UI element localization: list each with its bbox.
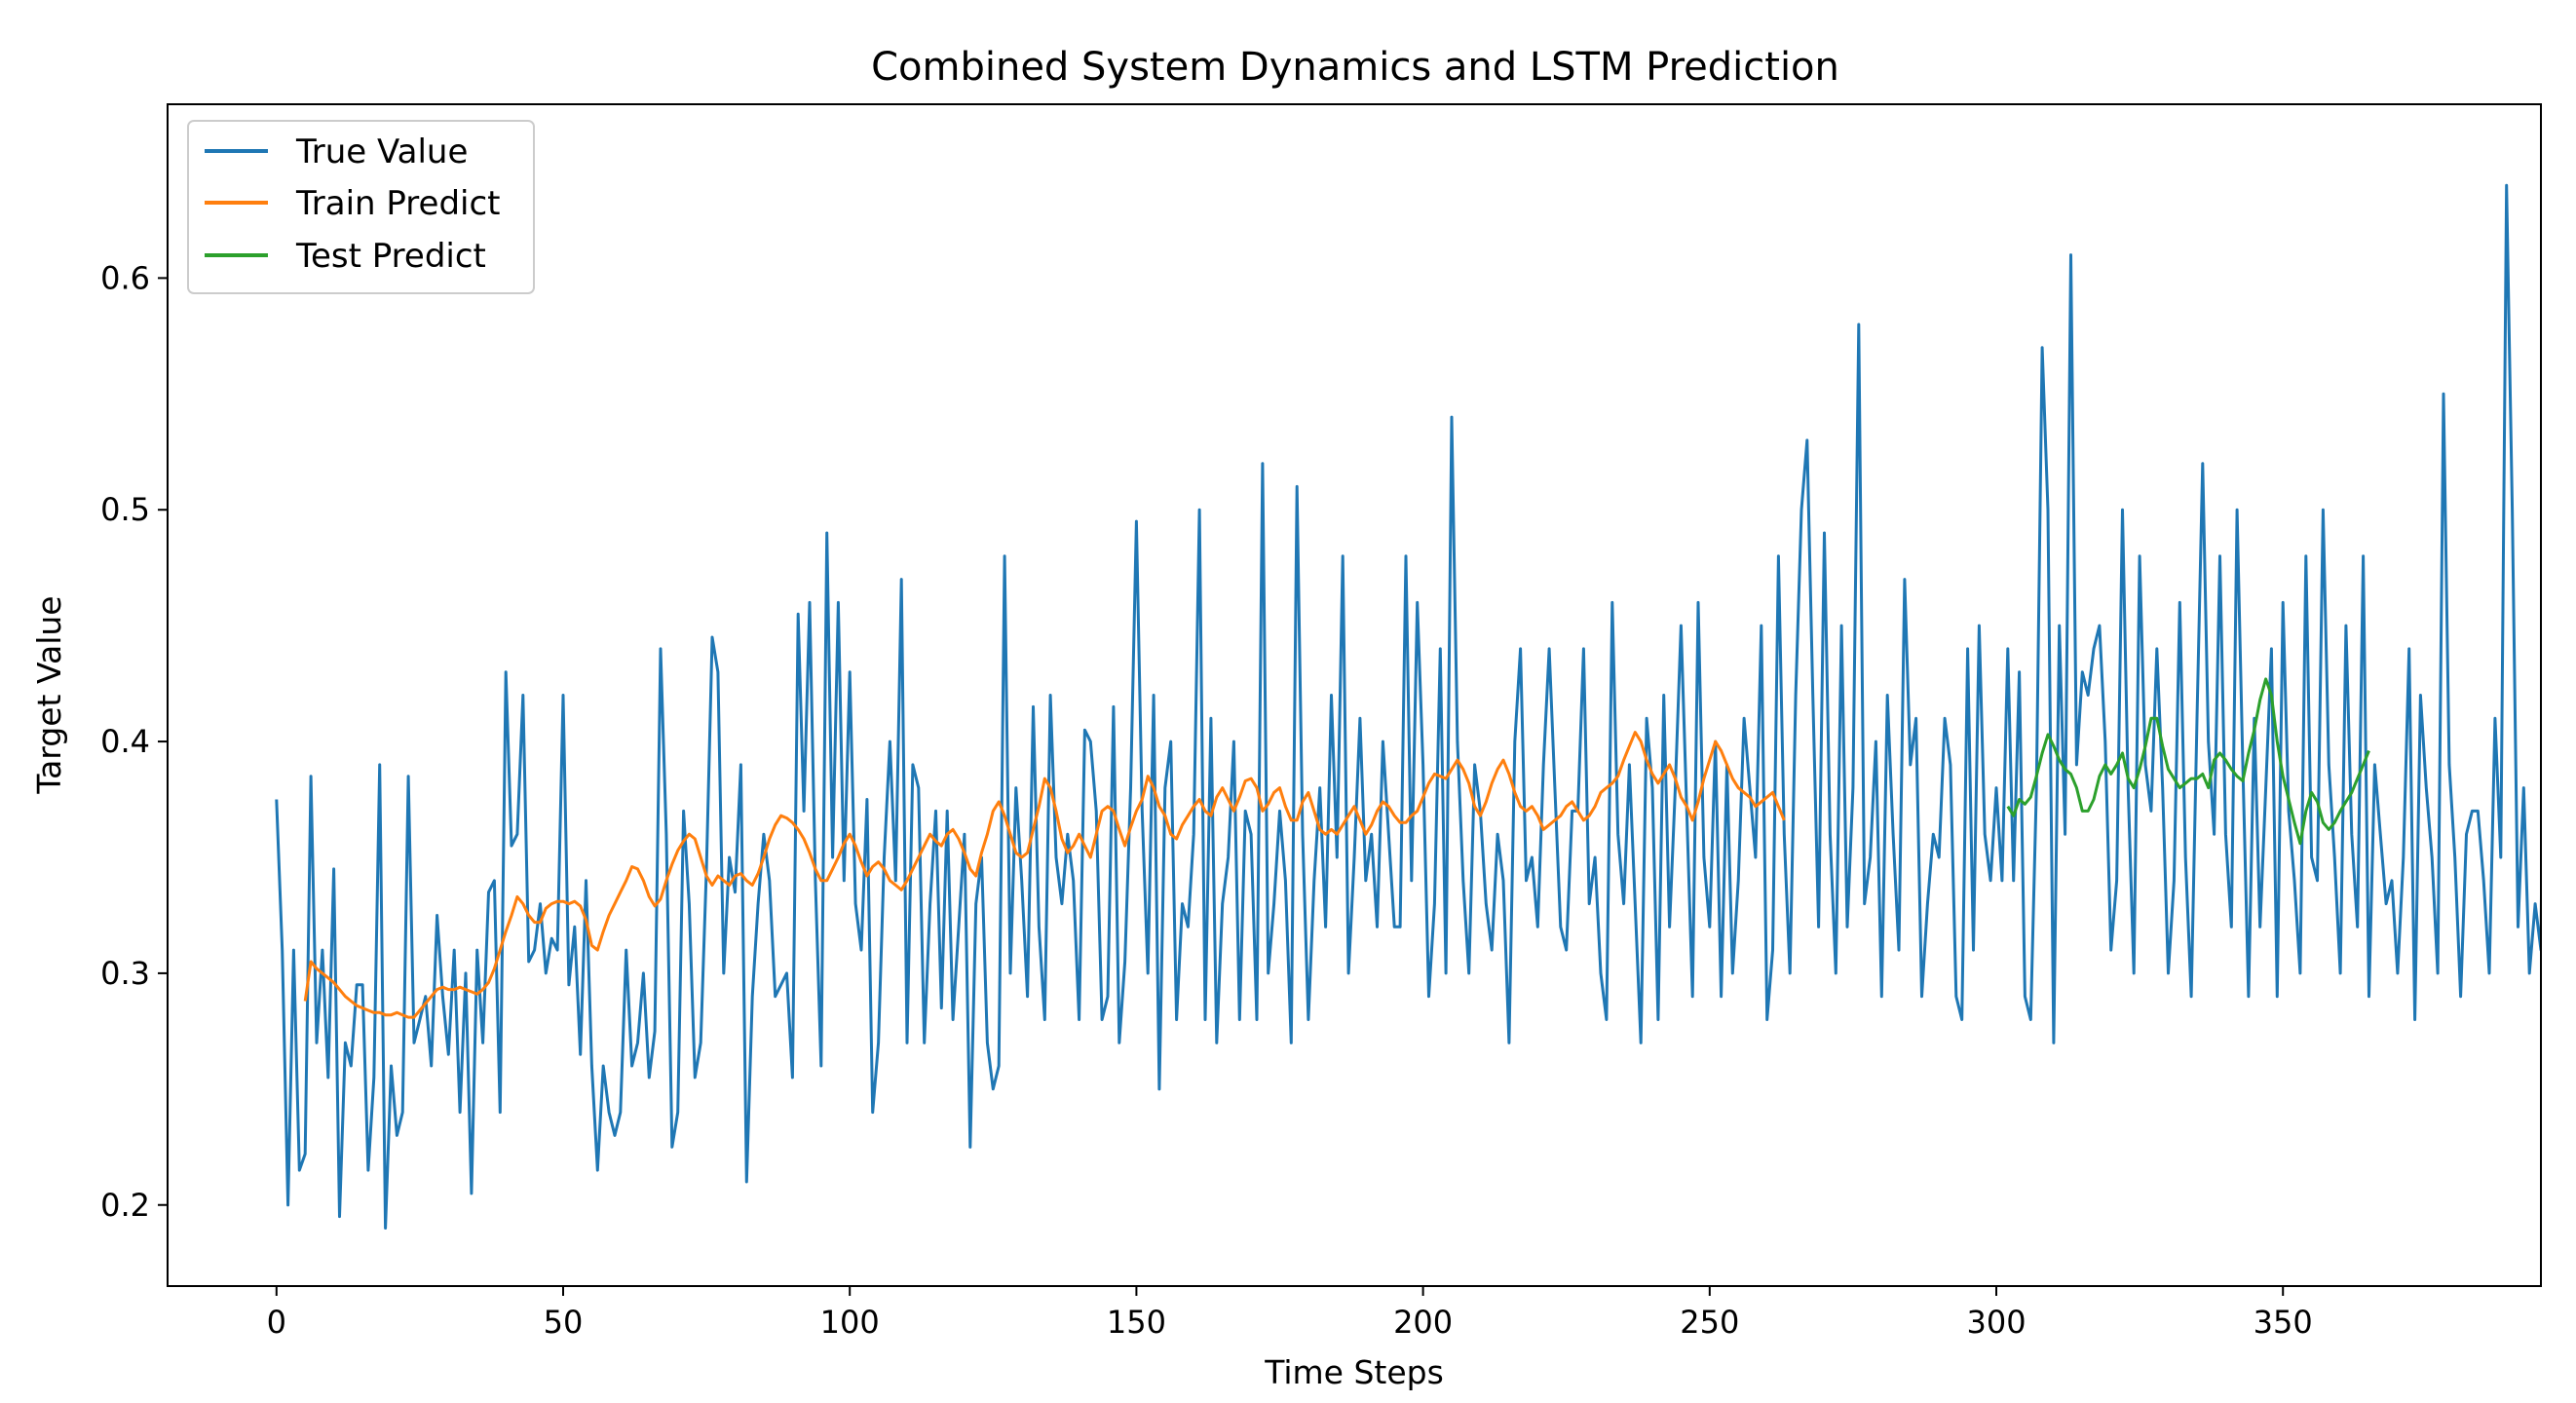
y-tick-label: 0.6 <box>100 259 150 296</box>
x-tick-label: 150 <box>1107 1304 1166 1341</box>
y-tick-label: 0.5 <box>100 491 150 528</box>
y-tick-label: 0.2 <box>100 1187 150 1224</box>
y-tick-label: 0.3 <box>100 955 150 992</box>
plot-frame <box>167 103 2542 1287</box>
y-axis-label: Target Value <box>30 595 68 794</box>
x-tick-label: 0 <box>267 1304 286 1341</box>
x-tick-label: 300 <box>1966 1304 2026 1341</box>
legend-label-train-predict: Train Predict <box>295 184 501 223</box>
x-tick-label: 100 <box>820 1304 880 1341</box>
axes: 0 50 100 150 200 250 300 350 0.2 0.3 0.4 0.5 0.6 <box>100 259 2313 1341</box>
chart-title: Combined System Dynamics and LSTM Predic… <box>871 45 1839 90</box>
legend: True Value Train Predict Test Predict <box>187 120 535 294</box>
series-line-test-predict <box>2006 677 2370 846</box>
y-tick-label: 0.4 <box>100 723 150 760</box>
x-tick-label: 350 <box>2254 1304 2313 1341</box>
series-line-true-value <box>275 183 2541 1230</box>
series-line-train-predict <box>303 731 1786 1019</box>
legend-label-test-predict: Test Predict <box>295 237 486 276</box>
x-tick-label: 200 <box>1393 1304 1453 1341</box>
legend-box <box>187 120 535 294</box>
x-tick-label: 50 <box>544 1304 584 1341</box>
x-axis-label: Time Steps <box>1264 1353 1444 1391</box>
legend-label-true-value: True Value <box>295 133 468 171</box>
series-layer <box>275 183 2541 1230</box>
x-tick-label: 250 <box>1680 1304 1739 1341</box>
